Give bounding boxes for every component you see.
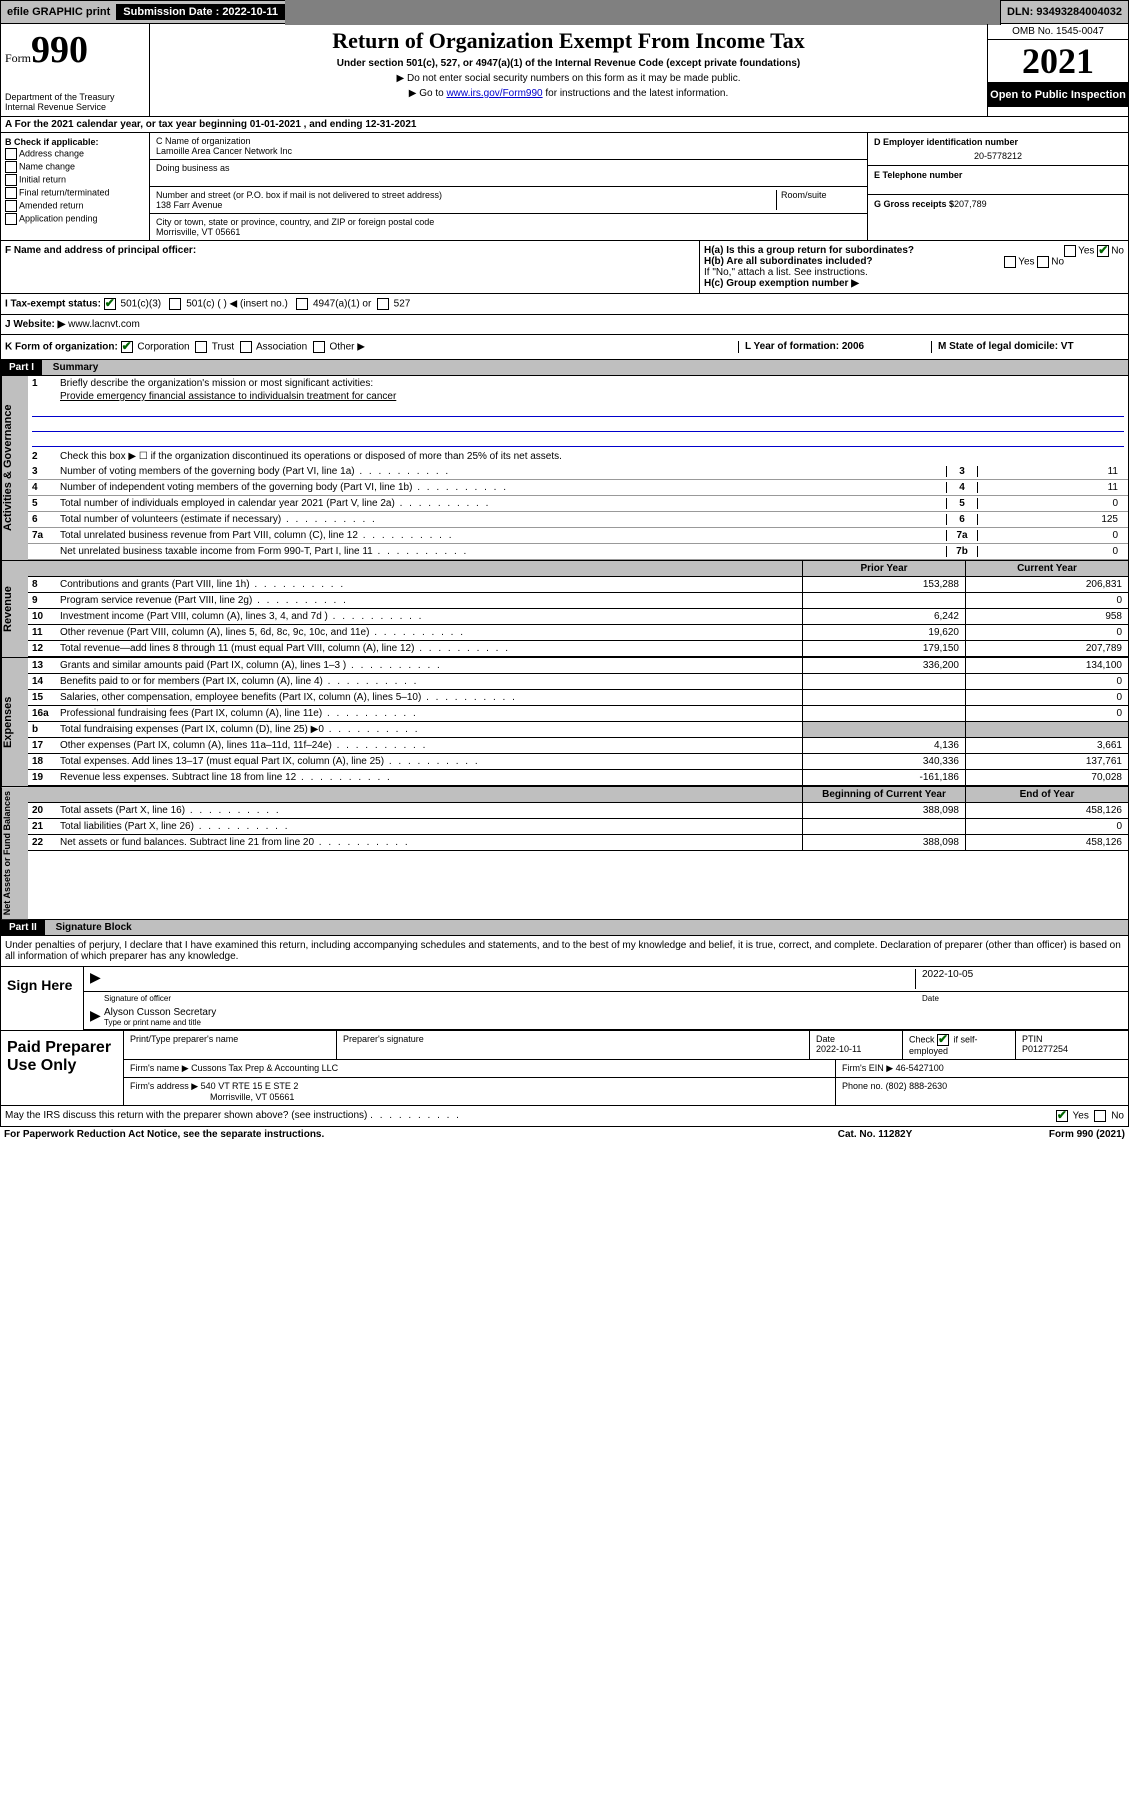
corp-checkbox bbox=[121, 341, 133, 353]
footer: For Paperwork Reduction Act Notice, see … bbox=[0, 1127, 1129, 1142]
sig-date: 2022-10-05 bbox=[915, 969, 1122, 989]
submission-date: Submission Date : 2022-10-11 bbox=[117, 4, 285, 20]
form-title: Return of Organization Exempt From Incom… bbox=[158, 28, 979, 54]
firm-addr2: Morrisville, VT 05661 bbox=[210, 1092, 294, 1102]
section-b: B Check if applicable: Address change Na… bbox=[1, 133, 150, 240]
dln-label: DLN: 93493284004032 bbox=[1001, 4, 1128, 20]
gov-line: Net unrelated business taxable income fr… bbox=[28, 544, 1128, 560]
data-line: bTotal fundraising expenses (Part IX, co… bbox=[28, 722, 1128, 738]
data-line: 10Investment income (Part VIII, column (… bbox=[28, 609, 1128, 625]
part1-netassets: Net Assets or Fund Balances Beginning of… bbox=[0, 787, 1129, 920]
officer-name: Alyson Cusson Secretary bbox=[104, 1007, 1122, 1018]
501c3-checkbox bbox=[104, 298, 116, 310]
data-line: 17Other expenses (Part IX, column (A), l… bbox=[28, 738, 1128, 754]
data-line: 13Grants and similar amounts paid (Part … bbox=[28, 658, 1128, 674]
discuss-row: May the IRS discuss this return with the… bbox=[0, 1106, 1129, 1127]
signature-block: Under penalties of perjury, I declare th… bbox=[0, 936, 1129, 1031]
org-address: 138 Farr Avenue bbox=[156, 200, 776, 210]
data-line: 22Net assets or fund balances. Subtract … bbox=[28, 835, 1128, 851]
form-header: Form990 Department of the Treasury Inter… bbox=[0, 24, 1129, 117]
department-label: Department of the Treasury Internal Reve… bbox=[5, 92, 145, 112]
org-city: Morrisville, VT 05661 bbox=[156, 227, 861, 237]
data-line: 14Benefits paid to or for members (Part … bbox=[28, 674, 1128, 690]
part1-revenue: Revenue Prior Year Current Year 8Contrib… bbox=[0, 561, 1129, 658]
section-i: I Tax-exempt status: 501(c)(3) 501(c) ( … bbox=[0, 294, 1129, 315]
form-number: Form990 bbox=[5, 28, 145, 72]
data-line: 9Program service revenue (Part VIII, lin… bbox=[28, 593, 1128, 609]
ein: 20-5778212 bbox=[874, 151, 1122, 161]
part1-expenses: Expenses 13Grants and similar amounts pa… bbox=[0, 658, 1129, 787]
gross-receipts: 207,789 bbox=[954, 199, 987, 209]
part1-governance: Activities & Governance 1 Briefly descri… bbox=[0, 376, 1129, 561]
section-klm: K Form of organization: Corporation Trus… bbox=[0, 335, 1129, 360]
firm-name: Cussons Tax Prep & Accounting LLC bbox=[191, 1063, 338, 1073]
gov-line: 4Number of independent voting members of… bbox=[28, 480, 1128, 496]
data-line: 15Salaries, other compensation, employee… bbox=[28, 690, 1128, 706]
part1-bar: Part I Summary bbox=[0, 360, 1129, 376]
self-employed-checkbox bbox=[937, 1034, 949, 1046]
section-a: A For the 2021 calendar year, or tax yea… bbox=[0, 117, 1129, 133]
gov-line: 5Total number of individuals employed in… bbox=[28, 496, 1128, 512]
section-j: J Website: ▶ www.lacnvt.com bbox=[0, 315, 1129, 335]
preparer-block: Paid Preparer Use Only Print/Type prepar… bbox=[0, 1031, 1129, 1106]
omb-number: OMB No. 1545-0047 bbox=[988, 24, 1128, 40]
mission-text: Provide emergency financial assistance t… bbox=[28, 391, 1128, 402]
instr-link: ▶ Go to www.irs.gov/Form990 for instruct… bbox=[158, 88, 979, 99]
top-bar: efile GRAPHIC print Submission Date : 20… bbox=[0, 0, 1129, 24]
part2-bar: Part II Signature Block bbox=[0, 920, 1129, 936]
efile-label: efile GRAPHIC print bbox=[1, 4, 117, 20]
tax-year: 2021 bbox=[988, 40, 1128, 83]
data-line: 18Total expenses. Add lines 13–17 (must … bbox=[28, 754, 1128, 770]
website: www.lacnvt.com bbox=[68, 319, 140, 330]
discuss-yes-checkbox bbox=[1056, 1110, 1068, 1122]
info-grid: B Check if applicable: Address change Na… bbox=[0, 133, 1129, 241]
gov-line: 7aTotal unrelated business revenue from … bbox=[28, 528, 1128, 544]
firm-addr1: 540 VT RTE 15 E STE 2 bbox=[201, 1081, 299, 1091]
firm-phone: (802) 888-2630 bbox=[886, 1081, 948, 1091]
gov-line: 3Number of voting members of the governi… bbox=[28, 464, 1128, 480]
data-line: 19Revenue less expenses. Subtract line 1… bbox=[28, 770, 1128, 786]
section-c: C Name of organization Lamoille Area Can… bbox=[150, 133, 867, 240]
ptin: P01277254 bbox=[1022, 1044, 1068, 1054]
data-line: 20Total assets (Part X, line 16) 388,098… bbox=[28, 803, 1128, 819]
data-line: 8Contributions and grants (Part VIII, li… bbox=[28, 577, 1128, 593]
section-fh: F Name and address of principal officer:… bbox=[0, 241, 1129, 294]
org-name: Lamoille Area Cancer Network Inc bbox=[156, 146, 861, 156]
section-de: D Employer identification number 20-5778… bbox=[867, 133, 1128, 240]
data-line: 21Total liabilities (Part X, line 26) 0 bbox=[28, 819, 1128, 835]
irs-link[interactable]: www.irs.gov/Form990 bbox=[446, 88, 542, 99]
data-line: 12Total revenue—add lines 8 through 11 (… bbox=[28, 641, 1128, 657]
data-line: 16aProfessional fundraising fees (Part I… bbox=[28, 706, 1128, 722]
data-line: 11Other revenue (Part VIII, column (A), … bbox=[28, 625, 1128, 641]
firm-ein: 46-5427100 bbox=[896, 1063, 944, 1073]
ha-no-checkbox bbox=[1097, 245, 1109, 257]
open-public-badge: Open to Public Inspection bbox=[988, 83, 1128, 107]
form-subtitle: Under section 501(c), 527, or 4947(a)(1)… bbox=[158, 58, 979, 69]
gov-line: 6Total number of volunteers (estimate if… bbox=[28, 512, 1128, 528]
instr-ssn: ▶ Do not enter social security numbers o… bbox=[158, 73, 979, 84]
prep-date: 2022-10-11 bbox=[816, 1044, 861, 1054]
